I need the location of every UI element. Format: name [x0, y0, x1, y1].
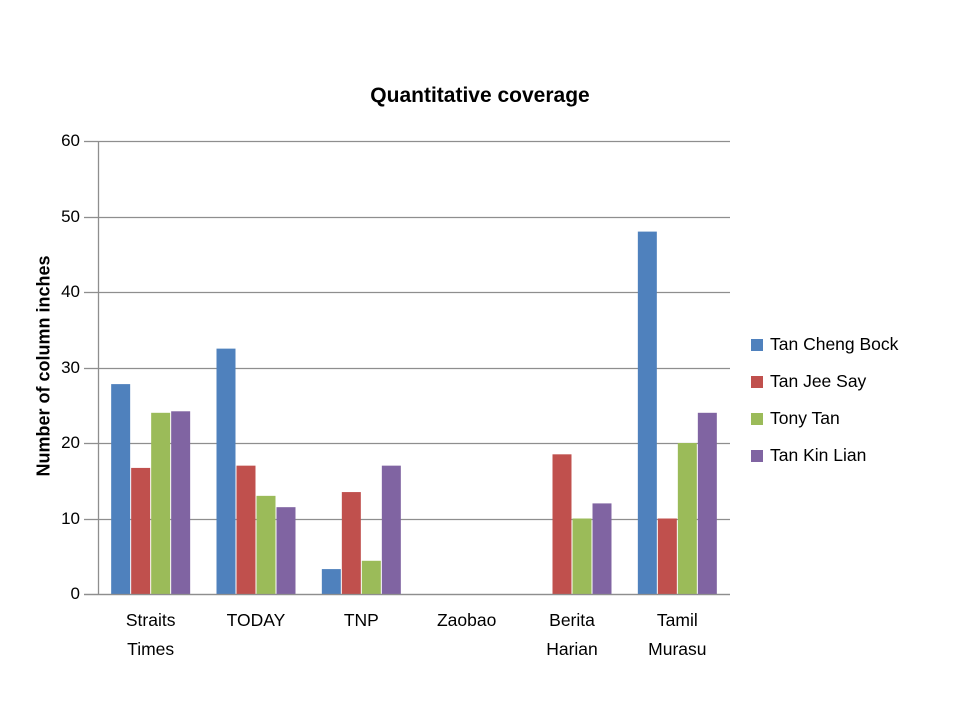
bar-tan-kin-lian — [276, 507, 296, 594]
bar-tan-kin-lian — [381, 465, 401, 594]
legend-marker — [751, 338, 763, 351]
y-tick-label: 30 — [61, 357, 80, 377]
legend-marker — [751, 449, 763, 462]
bar-tan-jee-say — [657, 518, 677, 594]
legend-label: Tan Cheng Bock — [770, 334, 899, 354]
legend-marker — [751, 412, 763, 425]
bar-tony-tan — [572, 518, 592, 594]
bar-tan-jee-say — [131, 467, 151, 594]
y-tick-label: 60 — [61, 131, 80, 150]
legend: Tan Cheng Bock Tan Jee Say Tony Tan Tan Kin… — [751, 326, 898, 474]
bar-tony-tan — [361, 560, 381, 594]
bar-tan-jee-say — [341, 492, 361, 594]
legend-item: Tan Jee Say — [751, 363, 898, 400]
x-category-label: TNP — [343, 610, 379, 630]
bar-tony-tan — [677, 443, 697, 594]
y-tick-label: 50 — [61, 206, 80, 226]
y-tick-label: 40 — [61, 282, 80, 301]
legend-label: Tan Kin Lian — [770, 445, 867, 465]
bar-tan-cheng-bock — [637, 231, 657, 594]
bar-tony-tan — [151, 412, 171, 594]
legend-item: Tan Kin Lian — [751, 437, 898, 474]
bar-tan-cheng-bock — [111, 384, 131, 594]
y-tick-label: 0 — [70, 584, 80, 603]
bar-tan-kin-lian — [697, 412, 717, 594]
bar-tony-tan — [256, 495, 276, 594]
x-category-label: TODAY — [226, 610, 286, 630]
legend-item: Tan Cheng Bock — [751, 326, 898, 363]
y-tick-label: 10 — [61, 508, 80, 528]
legend-label: Tan Jee Say — [770, 371, 867, 391]
bar-tan-kin-lian — [592, 503, 612, 594]
x-category-label: Tamil Murasu — [648, 610, 707, 659]
legend-label: Tony Tan — [770, 408, 840, 428]
legend-marker — [751, 375, 763, 388]
chart-title: Quantitative coverage — [370, 84, 590, 107]
bar-tan-cheng-bock — [216, 348, 236, 594]
x-category-label: Straits Times — [125, 610, 176, 659]
bar-tan-jee-say — [552, 454, 572, 594]
y-tick-label: 20 — [61, 433, 80, 452]
bar-tan-jee-say — [236, 465, 256, 594]
x-category-label: Berita Harian — [546, 610, 598, 659]
x-category-label: Zaobao — [436, 610, 497, 630]
legend-item: Tony Tan — [751, 400, 898, 437]
bar-tan-kin-lian — [171, 411, 191, 594]
bar-tan-cheng-bock — [321, 569, 341, 594]
